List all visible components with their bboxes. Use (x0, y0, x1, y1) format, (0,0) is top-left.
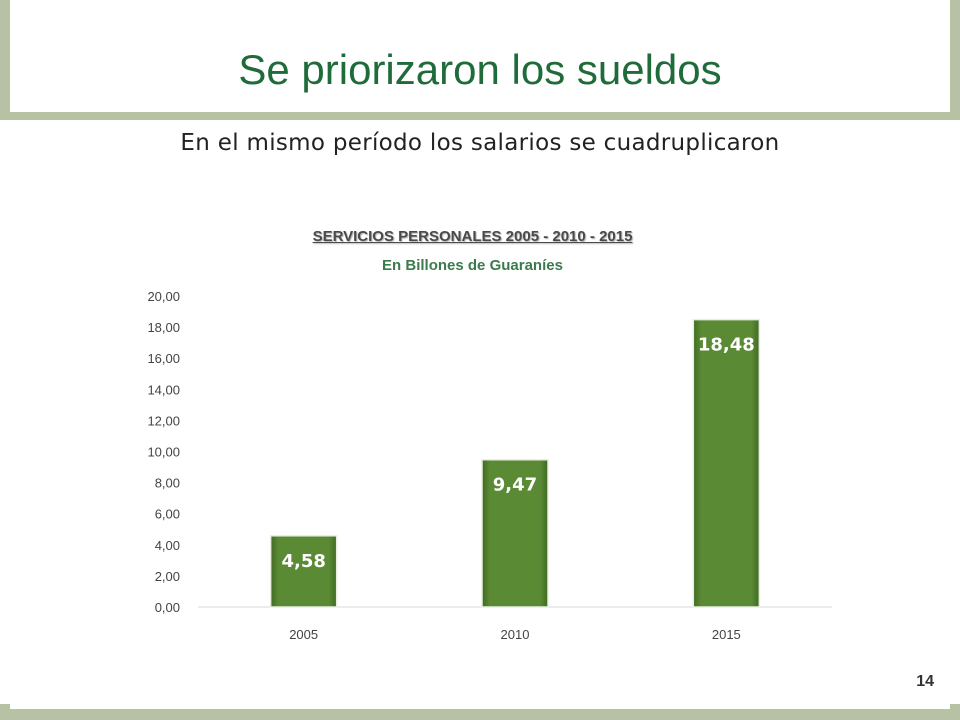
y-tick-label: 0,00 (155, 600, 180, 615)
data-label-2005: 4,58 (281, 551, 325, 572)
x-axis-ticks: 2005 2010 2015 (289, 627, 741, 642)
data-label-2010: 9,47 (493, 475, 537, 496)
y-tick-label: 4,00 (155, 538, 180, 553)
bar-2010 (481, 458, 549, 608)
x-tick-label: 2010 (501, 627, 530, 642)
slide-title: Se priorizaron los sueldos (238, 46, 722, 93)
x-tick-label: 2015 (712, 627, 741, 642)
y-tick-label: 8,00 (155, 476, 180, 491)
bar-2005 (269, 535, 338, 608)
y-tick-label: 12,00 (147, 413, 180, 428)
data-label-2015: 18,48 (698, 335, 755, 356)
chart-subtitle: En Billones de Guaraníes (382, 257, 563, 274)
y-tick-label: 6,00 (155, 507, 180, 522)
y-tick-label: 16,00 (147, 351, 180, 366)
page-number: 14 (916, 673, 934, 690)
y-tick-label: 18,00 (147, 320, 180, 335)
y-axis-ticks: 0,00 2,00 4,00 6,00 8,00 10,00 12,00 14,00 16,00… (147, 289, 180, 615)
y-tick-label: 14,00 (147, 382, 180, 397)
footer-inner (10, 704, 950, 709)
bar-2015 (692, 318, 761, 608)
slide-subtitle: En el mismo período los salarios se cuad… (180, 130, 780, 156)
x-tick-label: 2005 (289, 627, 318, 642)
title-box (10, 0, 950, 112)
chart-title: SERVICIOS PERSONALES 2005 - 2010 - 2015 (312, 228, 633, 245)
y-tick-label: 2,00 (155, 569, 180, 584)
bars: 4,58 9,47 18,48 (269, 318, 761, 608)
y-tick-label: 20,00 (147, 289, 180, 304)
y-tick-label: 10,00 (147, 445, 180, 460)
